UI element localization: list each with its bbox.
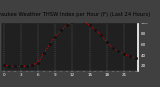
Title: Milwaukee Weather THSW Index per Hour (F) (Last 24 Hours): Milwaukee Weather THSW Index per Hour (F… <box>0 12 150 17</box>
